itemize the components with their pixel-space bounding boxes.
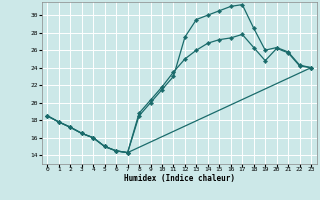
X-axis label: Humidex (Indice chaleur): Humidex (Indice chaleur) [124,174,235,183]
